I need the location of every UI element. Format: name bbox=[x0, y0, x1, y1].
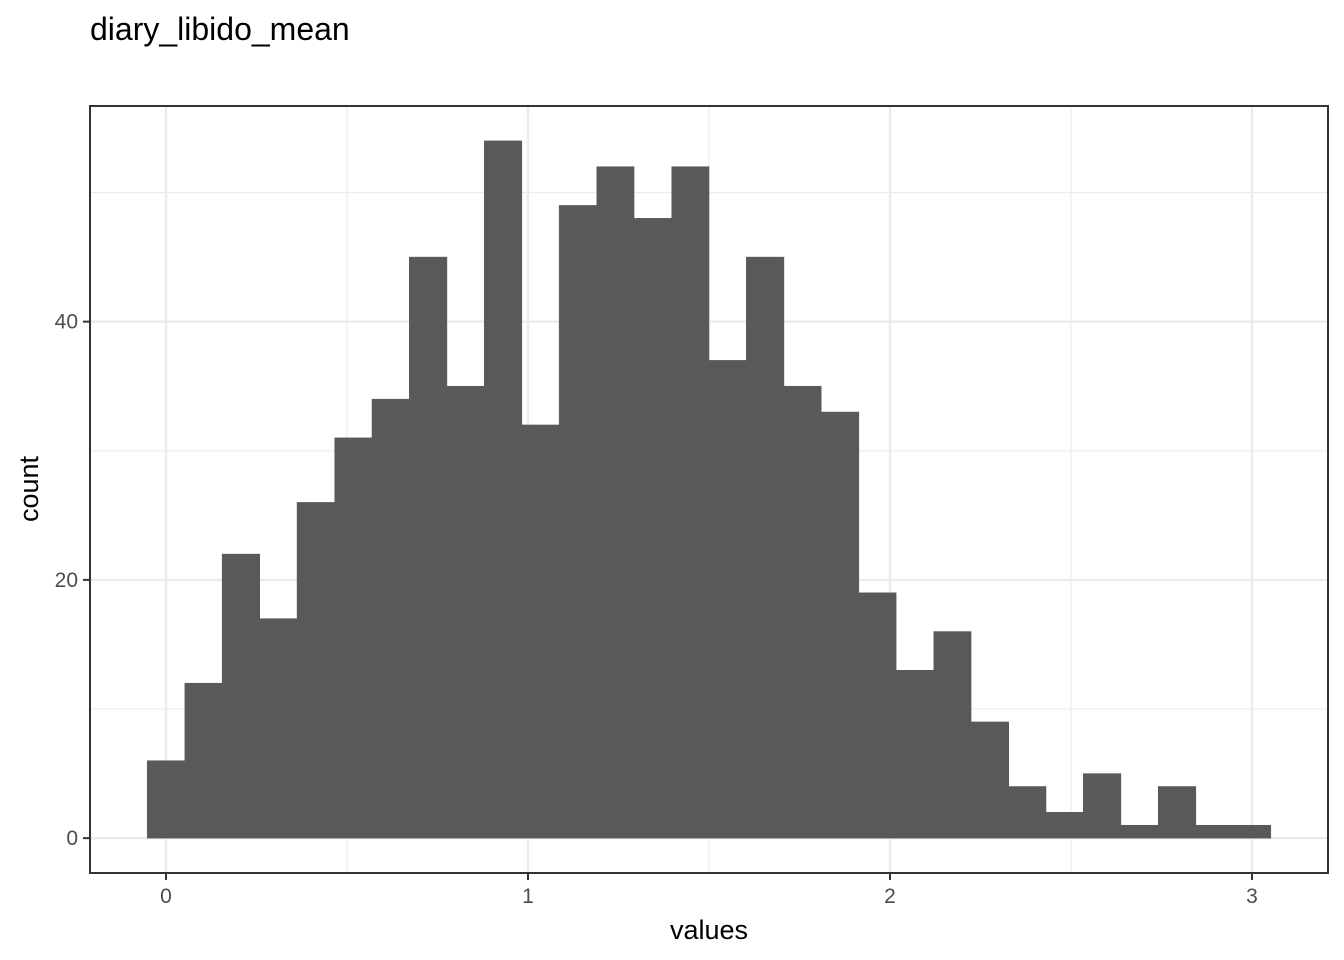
histogram-bar bbox=[671, 166, 710, 839]
histogram-bar bbox=[1195, 824, 1234, 839]
y-axis-ticks: 0 20 40 bbox=[55, 311, 90, 850]
histogram-bar bbox=[483, 140, 523, 839]
histogram-bar bbox=[746, 256, 785, 839]
histogram-bar bbox=[820, 411, 860, 839]
y-axis-title: count bbox=[14, 455, 44, 522]
histogram-bar bbox=[783, 385, 822, 839]
histogram-bar bbox=[146, 760, 186, 839]
histogram-bar bbox=[1083, 773, 1122, 839]
histogram-bar bbox=[221, 553, 261, 839]
histogram-bar bbox=[1157, 786, 1197, 839]
histogram-bar bbox=[858, 592, 897, 839]
histogram-bar bbox=[334, 437, 373, 839]
x-axis-ticks: 0 1 2 3 bbox=[160, 873, 1258, 908]
histogram-bar bbox=[409, 256, 448, 839]
y-tick-label: 40 bbox=[55, 311, 78, 334]
y-tick-label: 20 bbox=[55, 569, 78, 592]
histogram-bars bbox=[146, 140, 1272, 839]
histogram-bar bbox=[970, 721, 1009, 839]
histogram-bar bbox=[633, 218, 672, 839]
histogram-bar bbox=[708, 360, 747, 839]
histogram-bar bbox=[1232, 824, 1272, 839]
histogram-bar bbox=[296, 502, 335, 839]
histogram-bar bbox=[184, 682, 223, 839]
histogram-bar bbox=[895, 670, 935, 839]
histogram-bar bbox=[1008, 786, 1047, 839]
x-tick-label: 2 bbox=[884, 885, 896, 908]
histogram-bar bbox=[446, 385, 485, 839]
histogram-bar bbox=[371, 398, 410, 839]
y-tick-label: 0 bbox=[66, 827, 78, 850]
histogram-bar bbox=[558, 205, 598, 839]
x-tick-label: 0 bbox=[160, 885, 172, 908]
histogram-bar bbox=[259, 618, 298, 839]
histogram-bar bbox=[1045, 812, 1084, 839]
histogram-bar bbox=[1120, 824, 1159, 839]
histogram-bar bbox=[521, 424, 560, 839]
histogram-bar bbox=[933, 631, 972, 839]
plot-panel-border bbox=[89, 105, 1329, 874]
x-tick-label: 1 bbox=[522, 885, 534, 908]
histogram-bar bbox=[596, 166, 635, 839]
chart-title: diary_libido_mean bbox=[90, 11, 350, 47]
x-axis-title: values bbox=[670, 915, 748, 945]
x-tick-label: 3 bbox=[1246, 885, 1258, 908]
